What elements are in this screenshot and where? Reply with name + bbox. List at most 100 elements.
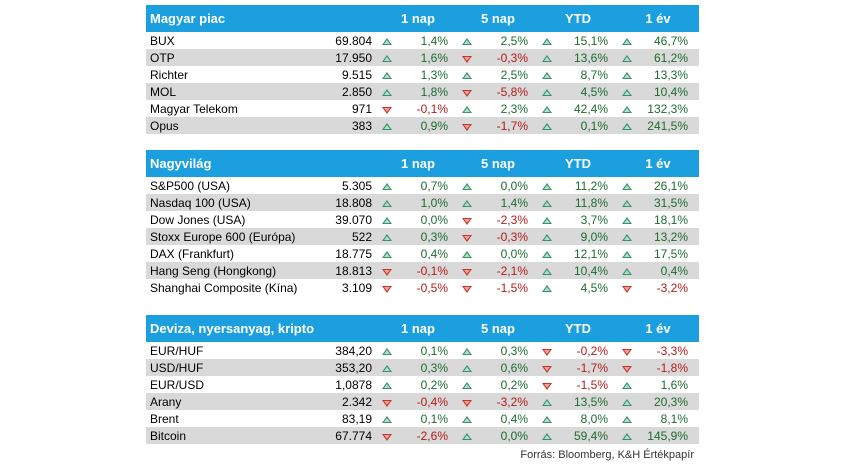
table-row: Magyar Telekom 971 -0,1% 2,3% 42,4% 132,3% [146,100,699,117]
change-percent: -1,8% [656,360,688,375]
change-percent: 8,0% [580,411,608,426]
triangle-up-icon [542,233,552,241]
triangle-up-icon [622,398,632,406]
change-percent: 17,5% [653,246,688,261]
instrument-value: 9.515 [341,67,372,82]
change-percent: 0,9% [420,118,448,133]
section-header: Magyar piac 1 nap 5 nap YTD 1 év [146,5,699,32]
instrument-name: Arany [150,394,182,409]
triangle-up-icon [462,37,472,45]
change-cell: -0,3% [452,51,532,65]
change-percent: 1,4% [500,195,528,210]
change-percent: 13,6% [573,50,608,65]
triangle-up-icon [542,398,552,406]
change-percent: -3,2% [496,394,528,409]
triangle-up-icon [622,88,632,96]
change-cell: 8,1% [612,412,692,426]
change-cell: 31,5% [612,196,692,210]
triangle-up-icon [462,347,472,355]
triangle-up-icon [382,250,392,258]
instrument-value: 69.804 [335,33,372,48]
triangle-up-icon [622,122,632,130]
section-title: Magyar piac [150,11,226,26]
triangle-up-icon [382,54,392,62]
triangle-up-icon [382,37,392,45]
change-percent: 1,6% [660,377,688,392]
column-header: 1 év [645,156,671,171]
change-percent: 1,3% [420,67,448,82]
change-percent: -1,7% [576,360,608,375]
instrument-name: Dow Jones (USA) [150,212,246,227]
triangle-up-icon [622,71,632,79]
triangle-up-icon [542,415,552,423]
column-header: 5 nap [481,321,515,336]
change-percent: 13,5% [573,394,608,409]
change-cell: 3,7% [532,213,612,227]
instrument-value: 383 [351,118,372,133]
table-row: USD/HUF 353,20 0,3% 0,6% -1,7% -1,8% [146,359,699,376]
change-cell: 241,5% [612,119,692,133]
change-percent: 1,6% [420,50,448,65]
change-cell: 132,3% [612,102,692,116]
change-cell: 1,4% [372,34,452,48]
change-percent: 0,2% [500,377,528,392]
table-row: Bitcoin 67.774 -2,6% 0,0% 59,4% 145,9% [146,427,699,444]
table-row: DAX (Frankfurt) 18.775 0,4% 0,0% 12,1% 17,5% [146,245,699,262]
change-cell: 1,0% [372,196,452,210]
triangle-up-icon [382,199,392,207]
change-cell: 4,5% [532,85,612,99]
table-row: Brent 83,19 0,1% 0,4% 8,0% 8,1% [146,410,699,427]
change-cell: 1,4% [452,196,532,210]
change-cell: 18,1% [612,213,692,227]
triangle-down-icon [462,285,472,293]
section-2: Deviza, nyersanyag, kripto 1 nap 5 nap YTD 1… [146,315,699,444]
change-cell: 0,1% [372,412,452,426]
triangle-up-icon [382,88,392,96]
change-cell: 13,6% [532,51,612,65]
change-cell: -2,3% [452,213,532,227]
triangle-up-icon [622,216,632,224]
triangle-down-icon [622,285,632,293]
change-percent: 0,0% [420,212,448,227]
instrument-name: Opus [150,118,179,133]
triangle-down-icon [382,106,392,114]
triangle-up-icon [622,415,632,423]
change-cell: 26,1% [612,179,692,193]
change-cell: 10,4% [532,264,612,278]
change-cell: 12,1% [532,247,612,261]
change-percent: -0,1% [416,101,448,116]
triangle-up-icon [462,250,472,258]
triangle-up-icon [462,199,472,207]
change-percent: 0,4% [500,411,528,426]
instrument-value: 2.342 [341,394,372,409]
triangle-down-icon [382,399,392,407]
instrument-name: MOL [150,84,177,99]
change-cell: 0,0% [372,213,452,227]
change-cell: -3,2% [452,395,532,409]
column-header: 5 nap [481,11,515,26]
triangle-up-icon [542,88,552,96]
change-percent: 0,0% [500,428,528,443]
table-row: Shanghai Composite (Kína) 3.109 -0,5% -1,5%… [146,279,699,296]
change-cell: 11,2% [532,179,612,193]
triangle-up-icon [542,250,552,258]
instrument-name: Brent [150,411,179,426]
table-row: Opus 383 0,9% -1,7% 0,1% 241,5% [146,117,699,134]
change-cell: 0,4% [452,412,532,426]
triangle-up-icon [462,364,472,372]
change-percent: 8,1% [660,411,688,426]
change-percent: 3,7% [580,212,608,227]
instrument-name: EUR/USD [150,377,205,392]
instrument-value: 18.813 [335,263,372,278]
change-percent: 31,5% [653,195,688,210]
instrument-name: BUX [150,33,175,48]
change-percent: 26,1% [653,178,688,193]
instrument-value: 971 [351,101,372,116]
change-cell: 2,3% [452,102,532,116]
change-cell: 0,2% [452,378,532,392]
change-percent: -0,3% [496,50,528,65]
change-percent: 4,5% [580,84,608,99]
change-cell: 13,5% [532,395,612,409]
instrument-name: Stoxx Europe 600 (Európa) [150,229,296,244]
table-row: S&P500 (USA) 5.305 0,7% 0,0% 11,2% 26,1% [146,177,699,194]
